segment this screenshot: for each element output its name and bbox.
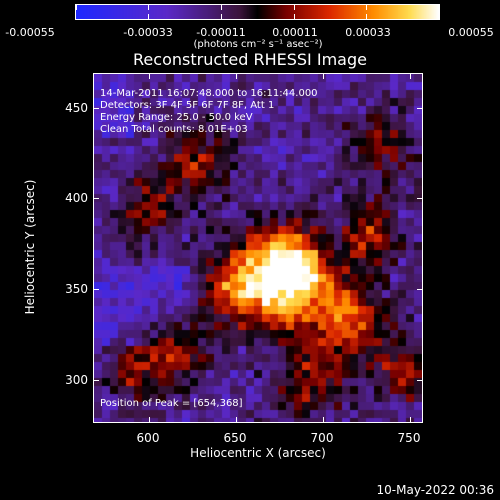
rhessi-image	[94, 74, 422, 422]
colorbar-units: (photons cm⁻² s⁻¹ asec⁻²)	[193, 39, 323, 50]
y-tick-label: 350	[65, 282, 88, 296]
x-tick	[410, 417, 411, 423]
y-tick	[417, 198, 423, 199]
colorbar-gradient	[76, 5, 439, 19]
y-tick-label: 300	[65, 373, 88, 387]
annotation-peak: Position of Peak = [654,368]	[100, 398, 243, 409]
y-tick	[417, 108, 423, 109]
annotation-detectors: Detectors: 3F 4F 5F 6F 7F 8F, Att 1	[100, 100, 275, 111]
colorbar-label: 0.00033	[345, 26, 391, 39]
colorbar-tick	[294, 14, 295, 20]
x-tick	[410, 73, 411, 79]
x-tick-label: 650	[223, 431, 247, 445]
y-tick-label: 450	[65, 101, 88, 115]
y-tick	[417, 380, 423, 381]
colorbar-label: 0.00055	[448, 26, 494, 39]
colorbar-label: -0.00055	[5, 26, 55, 39]
colorbar	[75, 4, 440, 20]
colorbar-tick	[294, 4, 295, 10]
image-plot-area: 14-Mar-2011 16:07:48.000 to 16:11:44.000…	[93, 73, 423, 423]
colorbar-tick	[221, 4, 222, 10]
colorbar-label: -0.00011	[196, 26, 246, 39]
colorbar-tick	[366, 14, 367, 20]
y-tick	[417, 289, 423, 290]
x-tick-label: 700	[310, 431, 334, 445]
x-axis-title: Heliocentric X (arcsec)	[190, 446, 326, 460]
annotation-time-range: 14-Mar-2011 16:07:48.000 to 16:11:44.000	[100, 88, 318, 99]
colorbar-tick	[366, 4, 367, 10]
footer-date: 10-May-2022 00:36	[376, 483, 494, 497]
x-tick	[236, 417, 237, 423]
colorbar-label: 0.00011	[272, 26, 318, 39]
colorbar-tick	[221, 14, 222, 20]
y-axis-title: Heliocentric Y (arcsec)	[23, 179, 37, 315]
annotation-energy: Energy Range: 25.0 - 50.0 keV	[100, 112, 253, 123]
colorbar-tick	[148, 14, 149, 20]
x-tick	[149, 417, 150, 423]
colorbar-tick	[148, 4, 149, 10]
x-tick	[149, 73, 150, 79]
colorbar-label: -0.00033	[123, 26, 173, 39]
y-tick	[93, 198, 99, 199]
y-tick	[93, 108, 99, 109]
image-title: Reconstructed RHESSI Image	[133, 50, 367, 69]
x-tick-label: 600	[136, 431, 160, 445]
y-tick	[93, 380, 99, 381]
x-tick	[323, 417, 324, 423]
y-tick-label: 400	[65, 191, 88, 205]
x-tick	[236, 73, 237, 79]
y-tick	[93, 289, 99, 290]
x-tick-label: 750	[397, 431, 421, 445]
colorbar-tick	[76, 4, 77, 10]
x-tick	[323, 73, 324, 79]
annotation-method: Clean Total counts: 8.01E+03	[100, 124, 248, 135]
